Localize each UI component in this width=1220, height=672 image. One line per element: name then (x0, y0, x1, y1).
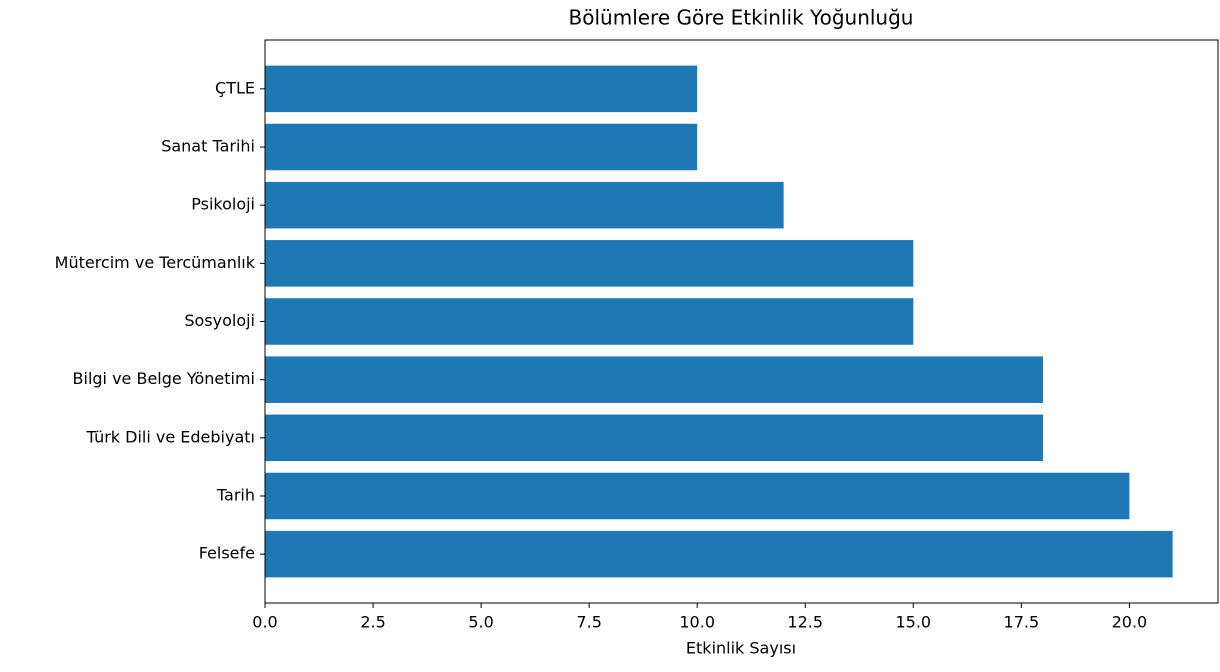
x-tick-label: 10.0 (679, 613, 715, 632)
bar (265, 181, 784, 229)
y-tick-label: ÇTLE (215, 78, 255, 97)
bar (265, 240, 914, 287)
plot-frame (264, 39, 1219, 604)
x-tick-label: 15.0 (895, 613, 931, 632)
bar (265, 298, 914, 345)
chart-title: Bölümlere Göre Etkinlik Yoğunluğu (569, 6, 914, 30)
bar (265, 530, 1173, 578)
y-tick-label: Felsefe (199, 544, 255, 563)
y-tick-label: Bilgi ve Belge Yönetimi (73, 369, 255, 388)
x-tick-label: 7.5 (576, 613, 601, 632)
bar (265, 414, 1043, 462)
y-tick-label: Psikoloji (191, 195, 255, 214)
x-tick-label: 20.0 (1112, 613, 1148, 632)
y-tick-label: Mütercim ve Tercümanlık (55, 253, 256, 272)
y-tick-label: Türk Dili ve Edebiyatı (86, 427, 256, 446)
x-tick-label: 0.0 (252, 613, 277, 632)
y-tick-label: Sanat Tarihi (161, 137, 255, 156)
x-tick-label: 5.0 (468, 613, 493, 632)
bar (265, 356, 1043, 403)
x-tick-label: 12.5 (787, 613, 823, 632)
x-axis-label: Etkinlik Sayısı (686, 639, 796, 658)
bar (265, 65, 698, 113)
x-tick-label: 2.5 (360, 613, 385, 632)
y-tick-label: Tarih (216, 485, 255, 504)
x-tick-label: 17.5 (1004, 613, 1040, 632)
bar (265, 472, 1130, 520)
bar (265, 123, 698, 171)
y-tick-label: Sosyoloji (184, 311, 255, 330)
